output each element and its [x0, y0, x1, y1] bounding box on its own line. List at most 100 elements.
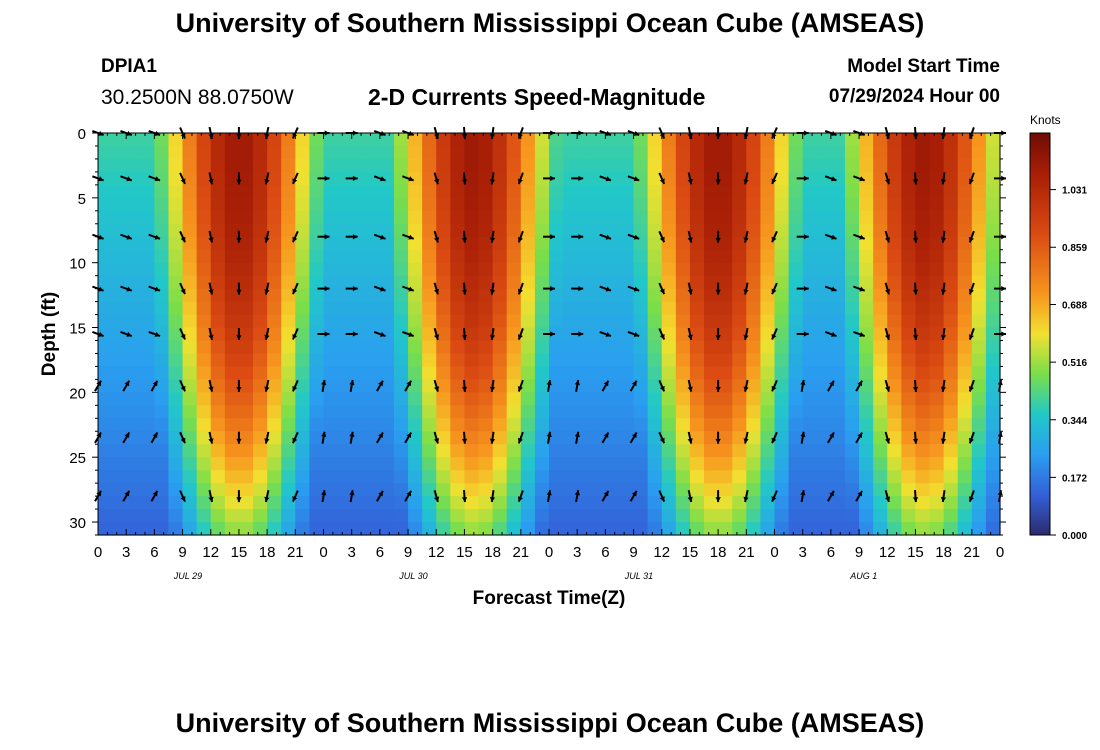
heatmap-cell [238, 496, 254, 510]
heatmap-cell [281, 327, 296, 342]
current-arrow [150, 380, 159, 392]
heatmap-cell [647, 496, 663, 510]
heatmap-cell [563, 158, 578, 173]
heatmap-cell [577, 353, 592, 368]
plot-title: 2-D Currents Speed-Magnitude [368, 84, 706, 110]
heatmap-cell [915, 301, 931, 316]
heatmap-cell [971, 340, 987, 355]
heatmap-cell [633, 145, 649, 160]
x-tick-label: 15 [682, 544, 699, 561]
heatmap-cell [844, 483, 860, 497]
current-arrow [208, 327, 214, 341]
heatmap-cell [830, 249, 846, 264]
station-id: DPIA1 [101, 56, 157, 77]
heatmap-cell [943, 301, 959, 316]
heatmap-cell [267, 184, 282, 199]
heatmap-cell [689, 327, 705, 342]
current-arrow [771, 328, 778, 340]
heatmap-cell [971, 301, 987, 316]
heatmap-cell [351, 133, 367, 147]
heatmap-cell [957, 431, 973, 445]
heatmap-cell [774, 392, 790, 406]
heatmap-cell [295, 392, 310, 406]
current-arrow [627, 175, 640, 182]
heatmap-cell [873, 483, 888, 497]
heatmap-cell [577, 366, 592, 380]
heatmap-cell [704, 457, 719, 471]
heatmap-cell [323, 314, 339, 329]
heatmap-cell [182, 288, 198, 303]
heatmap-cell [774, 340, 790, 355]
heatmap-cell [182, 522, 198, 536]
heatmap-cell [591, 314, 606, 329]
heatmap-cell [816, 314, 832, 329]
heatmap-cell [281, 197, 296, 212]
heatmap-cell [464, 262, 480, 277]
heatmap-cell [534, 197, 550, 212]
heatmap-cell [802, 392, 818, 406]
heatmap-cell [957, 171, 973, 186]
heatmap-cell [605, 418, 621, 432]
current-arrow [827, 490, 835, 502]
heatmap-cell [957, 223, 973, 238]
heatmap-cell [830, 431, 846, 445]
heatmap-cell [619, 184, 635, 199]
heatmap-cell [464, 496, 480, 510]
current-arrow [179, 328, 186, 340]
heatmap-cell [295, 223, 310, 238]
heatmap-cell [238, 158, 254, 173]
heatmap-cell [520, 158, 536, 173]
heatmap-cell [661, 418, 677, 432]
current-arrow [853, 285, 866, 292]
heatmap-cell [929, 223, 945, 238]
heatmap-cell [450, 133, 466, 147]
heatmap-cell [591, 392, 606, 406]
heatmap-cell [985, 223, 1001, 238]
heatmap-cell [746, 392, 761, 406]
heatmap-cell [647, 444, 663, 458]
current-arrow [571, 234, 584, 240]
x-tick-label: 18 [259, 544, 276, 561]
current-arrow [687, 327, 693, 341]
current-arrow [599, 330, 612, 338]
heatmap-cell [802, 288, 818, 303]
heatmap-cell [168, 392, 184, 406]
heatmap-cell [661, 522, 677, 536]
heatmap-cell [915, 353, 931, 368]
heatmap-cell [760, 275, 776, 290]
heatmap-cell [605, 457, 621, 471]
heatmap-cell [337, 327, 353, 342]
heatmap-cell [675, 496, 691, 510]
heatmap-cell [506, 470, 522, 484]
heatmap-cell [830, 340, 846, 355]
current-arrow [574, 431, 580, 444]
heatmap-cell [647, 379, 663, 393]
heatmap-cell [943, 392, 959, 406]
heatmap-cell [309, 275, 325, 290]
heatmap-cell [154, 470, 170, 484]
heatmap-cell [633, 236, 649, 251]
y-tick-label: 0 [78, 126, 86, 143]
heatmap-cell [351, 236, 367, 251]
x-tick-label: 0 [545, 544, 553, 561]
heatmap-cell [379, 236, 395, 251]
heatmap-cell [210, 405, 226, 419]
heatmap-cell [154, 418, 170, 432]
heatmap-cell [929, 236, 945, 251]
heatmap-cell [633, 418, 649, 432]
heatmap-cell [224, 262, 240, 277]
heatmap-cell [943, 431, 959, 445]
heatmap-cell [985, 522, 1001, 536]
heatmap-cell [802, 431, 818, 445]
heatmap-cell [210, 262, 226, 277]
heatmap-cell [295, 405, 310, 419]
heatmap-cell [689, 522, 705, 536]
heatmap-cell [718, 145, 733, 160]
heatmap-cell [943, 158, 959, 173]
heatmap-cell [675, 236, 691, 251]
heatmap-cell [873, 392, 888, 406]
heatmap-cell [436, 133, 451, 147]
heatmap-cell [718, 392, 733, 406]
heatmap-cell [704, 275, 719, 290]
heatmap-cell [238, 236, 254, 251]
